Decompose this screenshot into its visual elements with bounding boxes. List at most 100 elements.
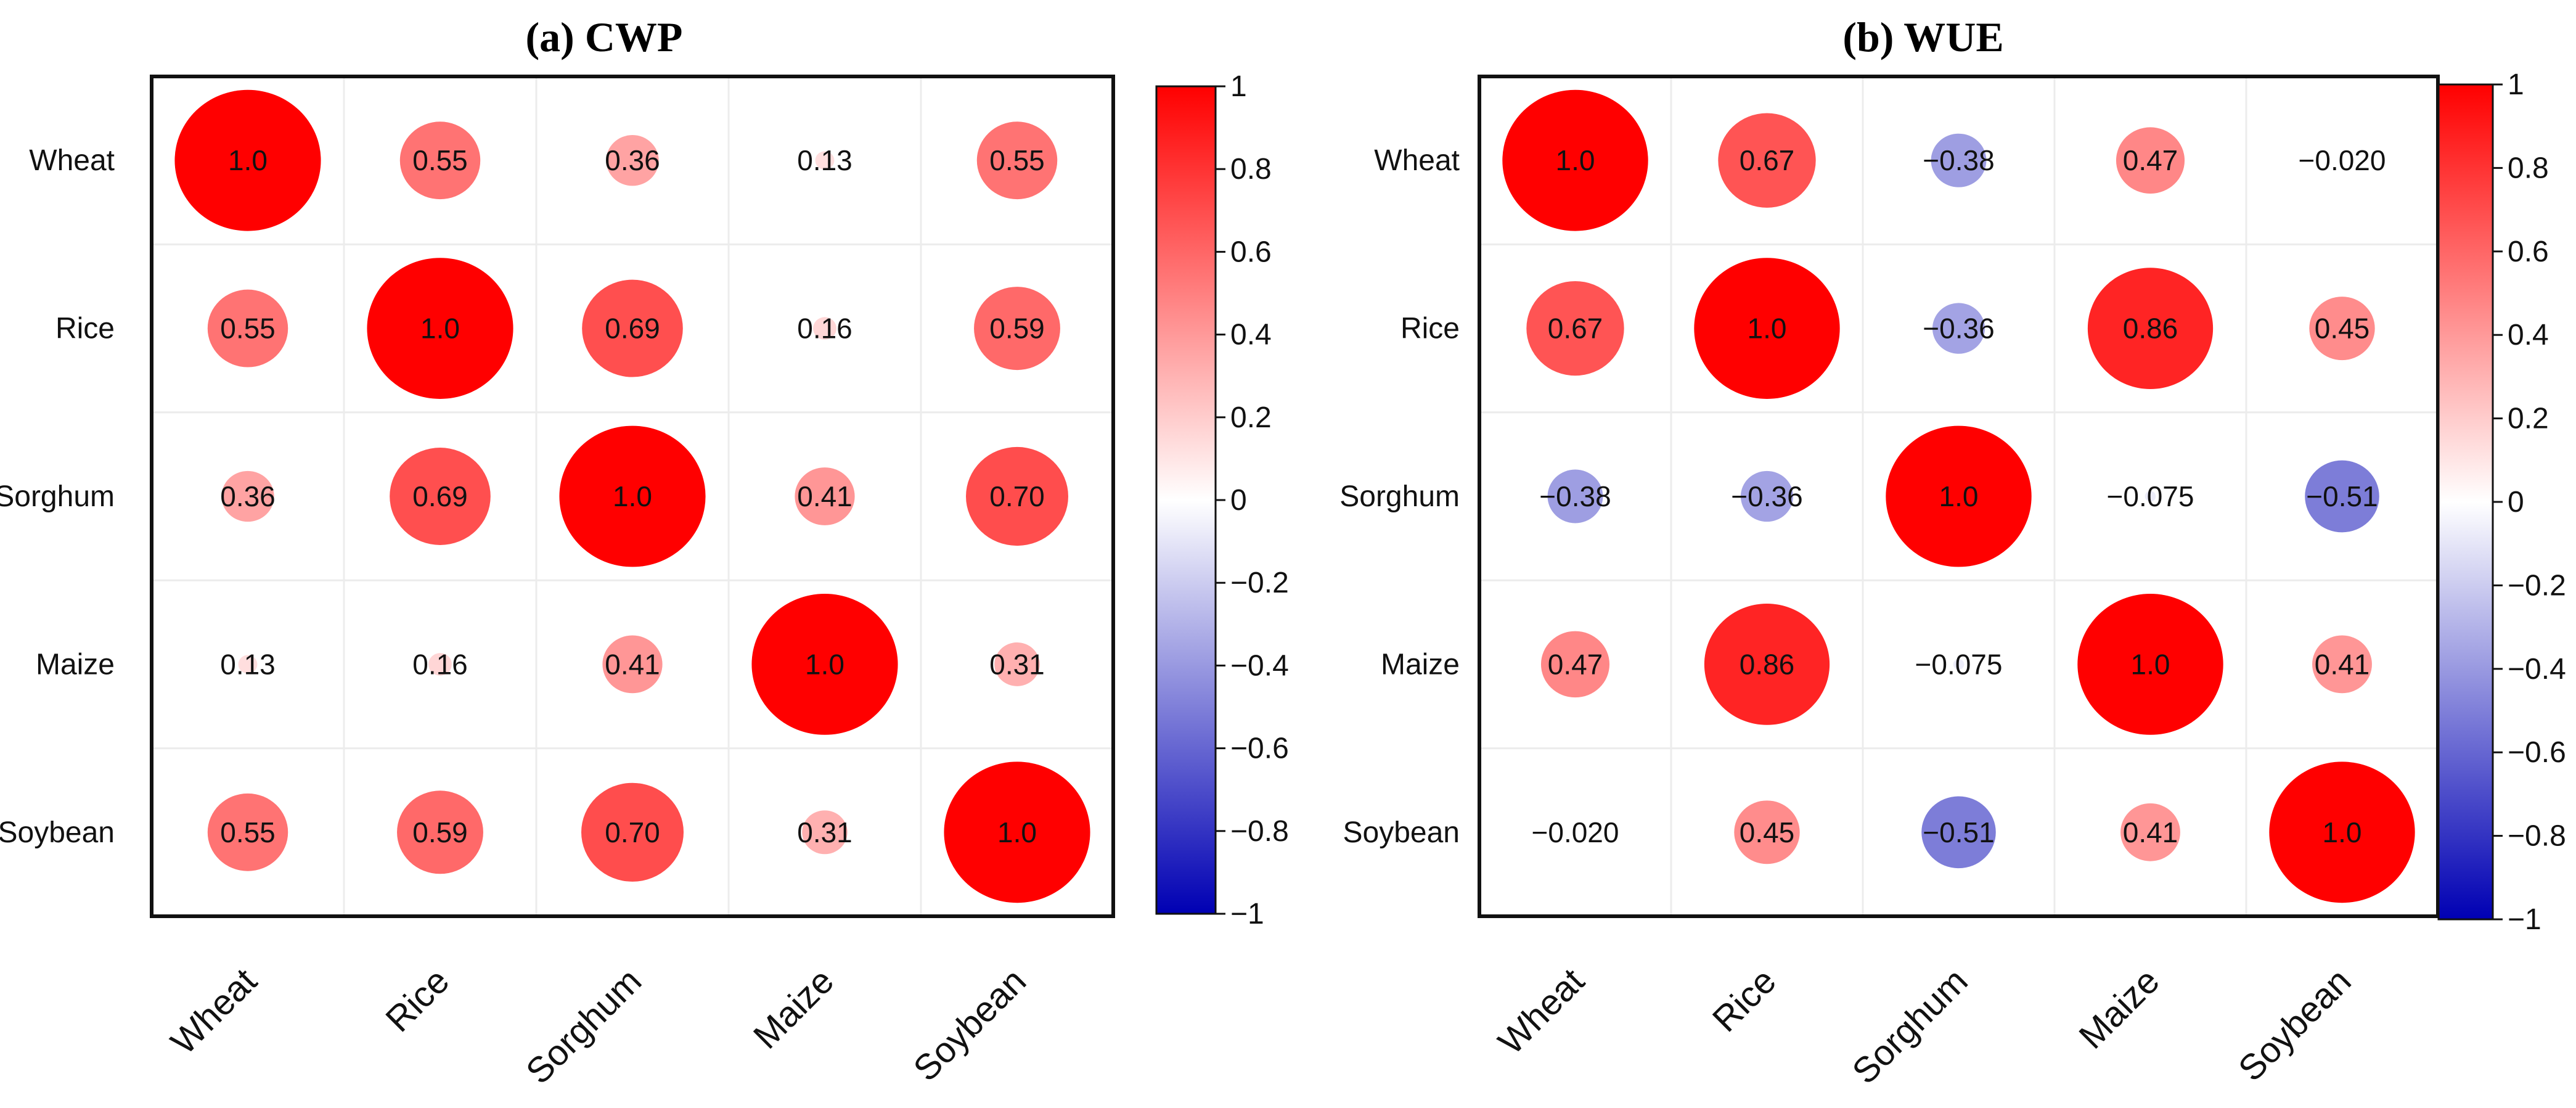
wue-value-wheat-maize: 0.47 (2123, 144, 2178, 176)
wue-row-label-sorghum: Sorghum (1339, 480, 1460, 513)
wue-title: (b) WUE (1842, 14, 2003, 60)
wue-value-wheat-sorghum: −0.38 (1923, 144, 1994, 176)
cwp-marker-soybean-maize (802, 810, 848, 855)
cwp-colorbar-tick-label: −0.6 (1230, 733, 1289, 765)
wue-value-wheat-wheat: 1.0 (1556, 144, 1595, 176)
wue-colorbar-tick-label: 0 (2508, 486, 2524, 519)
wue-colorbar-tick-label: 0.4 (2508, 319, 2549, 351)
wue-value-maize-sorghum: −0.075 (1915, 648, 2003, 680)
wue-colorbar-tick-label: 0.8 (2508, 152, 2549, 184)
wue-row-label-maize: Maize (1381, 648, 1460, 681)
wue-marker-maize-rice (1704, 604, 1830, 725)
wue-marker-wheat-maize (2116, 127, 2185, 194)
wue-value-maize-wheat: 0.47 (1548, 648, 1603, 680)
wue-colorbar-tick-label: −1 (2508, 903, 2541, 936)
cwp-marker-maize-wheat (238, 655, 258, 674)
wue-marker-sorghum-wheat (1547, 469, 1603, 523)
wue-colorbar-tick-label: 0.6 (2508, 236, 2549, 268)
cwp-marker-sorghum-soybean (966, 446, 1068, 546)
cwp-value-wheat-sorghum: 0.36 (605, 144, 660, 176)
wue-value-maize-maize: 1.0 (2131, 648, 2170, 680)
cwp-marker-soybean-soybean (944, 761, 1090, 903)
wue-marker-soybean-sorghum (1921, 796, 1996, 869)
cwp-value-sorghum-soybean: 0.70 (989, 480, 1045, 512)
wue-column-label-wheat: Wheat (1490, 961, 1592, 1062)
cwp-marker-wheat-maize (815, 151, 835, 170)
cwp-value-rice-wheat: 0.55 (220, 313, 276, 345)
cwp-marker-sorghum-sorghum (559, 425, 706, 567)
wue-marker-rice-wheat (1526, 281, 1624, 376)
cwp-column-label-wheat: Wheat (163, 961, 265, 1062)
cwp-marker-maize-sorghum (602, 635, 663, 694)
cwp-colorbar (1155, 85, 1217, 915)
wue-marker-rice-soybean (2309, 297, 2375, 361)
cwp-value-rice-soybean: 0.59 (989, 313, 1045, 345)
cwp-colorbar-tick-label: −0.2 (1230, 567, 1289, 599)
cwp-border (150, 75, 1115, 918)
cwp-colorbar-tick-label: −1 (1230, 898, 1264, 930)
cwp-value-wheat-maize: 0.13 (797, 144, 853, 176)
cwp-value-wheat-wheat: 1.0 (228, 144, 268, 176)
cwp-row-label-sorghum: Sorghum (0, 480, 115, 513)
wue-colorbar-tick-label: 1 (2508, 68, 2524, 101)
wue-value-rice-maize: 0.86 (2123, 313, 2178, 345)
cwp-marker-sorghum-rice (390, 448, 491, 545)
wue-markers (1502, 89, 2415, 903)
cwp-row-label-soybean: Soybean (0, 816, 115, 849)
wue-value-rice-sorghum: −0.36 (1923, 313, 1994, 345)
cwp-marker-maize-soybean (994, 642, 1040, 686)
wue-marker-rice-sorghum (1932, 303, 1985, 354)
cwp-marker-sorghum-wheat (221, 470, 274, 522)
wue-marker-sorghum-sorghum (1886, 425, 2032, 567)
wue-marker-sorghum-soybean (2305, 460, 2379, 533)
cwp-colorbar-tick-label: −0.8 (1230, 815, 1289, 848)
cwp-column-label-soybean: Soybean (906, 961, 1034, 1089)
cwp-colorbar-ticks: 1 0.8 0.6 0.4 0.2 0 −0.2 −0.4 −0.6 −0.8 −1 (1216, 70, 1289, 930)
cwp-value-wheat-rice: 0.55 (412, 144, 468, 176)
wue-value-sorghum-rice: −0.36 (1731, 480, 1802, 512)
cwp-value-sorghum-sorghum: 1.0 (613, 480, 652, 512)
wue-marker-soybean-maize (2120, 803, 2180, 861)
cwp-row-label-maize: Maize (36, 648, 115, 681)
wue-value-maize-rice: 0.86 (1740, 648, 1795, 680)
wue-column-label-rice: Rice (1705, 961, 1784, 1040)
wue-marker-maize-sorghum (1953, 659, 1965, 670)
cwp-row-label-wheat: Wheat (29, 144, 115, 177)
cwp-colorbar-tick-label: 0.8 (1230, 153, 1272, 186)
cwp-value-sorghum-maize: 0.41 (797, 480, 853, 512)
cwp-marker-maize-maize (751, 593, 898, 735)
cwp-value-sorghum-rice: 0.69 (412, 480, 468, 512)
wue-value-wheat-soybean: −0.020 (2299, 144, 2386, 176)
wue-value-rice-wheat: 0.67 (1548, 313, 1603, 345)
cwp-markers (174, 89, 1090, 903)
cwp-marker-wheat-sorghum (606, 135, 659, 186)
wue-value-soybean-wheat: −0.020 (1532, 816, 1619, 848)
cwp-marker-rice-rice (367, 258, 513, 400)
wue-marker-soybean-soybean (2269, 761, 2415, 903)
wue-marker-sorghum-rice (1740, 470, 1794, 522)
wue-value-rice-soybean: 0.45 (2315, 313, 2370, 345)
wue-marker-rice-rice (1694, 258, 1840, 400)
cwp-title: (a) CWP (526, 14, 683, 60)
cwp-colorbar-tick-label: 0.6 (1230, 236, 1272, 268)
wue-marker-maize-soybean (2312, 635, 2372, 694)
cwp-value-soybean-rice: 0.59 (412, 816, 468, 848)
cwp-column-label-rice: Rice (378, 961, 457, 1040)
wue-colorbar (2437, 83, 2494, 921)
cwp-value-soybean-maize: 0.31 (797, 816, 853, 848)
cwp-marker-wheat-rice (399, 121, 481, 200)
cwp-marker-soybean-sorghum (581, 782, 684, 882)
wue-value-soybean-soybean: 1.0 (2323, 816, 2362, 848)
cwp-marker-soybean-wheat (207, 793, 288, 871)
cwp-value-rice-maize: 0.16 (797, 313, 853, 345)
cwp-marker-rice-wheat (207, 289, 288, 367)
cwp-value-maize-maize: 1.0 (805, 648, 844, 680)
cwp-marker-maize-rice (428, 653, 452, 676)
wue-value-soybean-maize: 0.41 (2123, 816, 2178, 848)
cwp-marker-soybean-rice (397, 790, 483, 874)
cwp-colorbar-tick-label: 0 (1230, 484, 1247, 517)
wue-marker-wheat-sorghum (1931, 133, 1987, 187)
wue-value-sorghum-soybean: −0.51 (2306, 480, 2378, 512)
cwp-value-maize-rice: 0.16 (412, 648, 468, 680)
